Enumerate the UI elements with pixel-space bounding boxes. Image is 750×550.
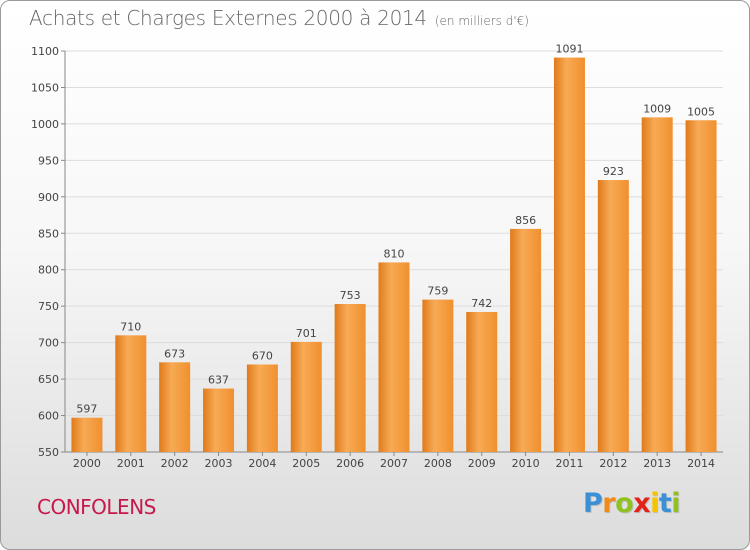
- x-tick-label-2014: 2014: [687, 457, 715, 470]
- bar-2005: [290, 341, 322, 452]
- x-tick-label-2011: 2011: [555, 457, 583, 470]
- data-label-2013: 1009: [643, 102, 671, 115]
- data-label-2001: 710: [120, 320, 141, 333]
- bar-2007: [378, 262, 410, 452]
- y-tick-label-850: 850: [38, 227, 59, 240]
- bar-2003: [203, 388, 235, 452]
- y-tick-label-1000: 1000: [31, 118, 59, 131]
- x-tick-label-2002: 2002: [161, 457, 189, 470]
- data-label-2011: 1091: [555, 43, 583, 56]
- x-tick-label-2009: 2009: [468, 457, 496, 470]
- y-tick-label-900: 900: [38, 191, 59, 204]
- y-tick-label-1100: 1100: [31, 45, 59, 58]
- bar-2000: [71, 417, 103, 452]
- y-tick-label-600: 600: [38, 410, 59, 423]
- data-label-2003: 637: [208, 374, 229, 387]
- x-tick-label-2008: 2008: [424, 457, 452, 470]
- x-tick-label-2000: 2000: [73, 457, 101, 470]
- data-label-2010: 856: [515, 214, 536, 227]
- data-label-2002: 673: [164, 347, 185, 360]
- logo-letter-2: o: [615, 488, 634, 519]
- logo-letter-4: i: [650, 488, 659, 519]
- bar-2002: [159, 362, 191, 452]
- data-label-2014: 1005: [687, 105, 715, 118]
- x-tick-label-2005: 2005: [292, 457, 320, 470]
- data-label-2005: 701: [296, 327, 317, 340]
- data-label-2009: 742: [471, 297, 492, 310]
- bar-2011: [553, 57, 585, 452]
- chart-subtitle: (en milliers d'€): [434, 14, 529, 28]
- logo-letter-0: P: [583, 488, 603, 519]
- proxiti-logo: Proxiti: [583, 488, 681, 519]
- bar-2006: [334, 303, 366, 452]
- data-label-2006: 753: [340, 289, 361, 302]
- logo-letter-5: t: [658, 488, 672, 519]
- bar-2012: [597, 180, 629, 453]
- x-tick-label-2006: 2006: [336, 457, 364, 470]
- y-tick-label-700: 700: [38, 337, 59, 350]
- y-tick-label-650: 650: [38, 373, 59, 386]
- commune-name: CONFOLENS: [37, 495, 156, 519]
- bar-2004: [246, 364, 278, 452]
- y-tick-label-1050: 1050: [31, 81, 59, 94]
- x-tick-label-2003: 2003: [205, 457, 233, 470]
- data-label-2008: 759: [427, 285, 448, 298]
- x-tick-label-2013: 2013: [643, 457, 671, 470]
- x-tick-label-2001: 2001: [117, 457, 145, 470]
- bar-2014: [685, 120, 717, 452]
- bar-2001: [115, 335, 147, 452]
- data-label-2012: 923: [603, 165, 624, 178]
- chart-title: Achats et Charges Externes 2000 à 2014 (e…: [29, 6, 529, 30]
- bar-2008: [422, 299, 454, 452]
- x-tick-label-2004: 2004: [248, 457, 276, 470]
- chart-title-text: Achats et Charges Externes 2000 à 2014: [29, 6, 427, 30]
- logo-letter-3: x: [633, 488, 651, 519]
- data-label-2004: 670: [252, 350, 273, 363]
- y-tick-label-950: 950: [38, 154, 59, 167]
- y-tick-label-750: 750: [38, 300, 59, 313]
- x-tick-label-2010: 2010: [512, 457, 540, 470]
- logo-letter-1: r: [602, 488, 616, 519]
- data-label-2007: 810: [384, 247, 405, 260]
- x-tick-label-2007: 2007: [380, 457, 408, 470]
- y-tick-label-550: 550: [38, 446, 59, 459]
- y-tick-label-800: 800: [38, 264, 59, 277]
- bar-2009: [466, 312, 498, 452]
- x-tick-label-2012: 2012: [599, 457, 627, 470]
- data-label-2000: 597: [76, 403, 97, 416]
- logo-letter-6: i: [671, 488, 681, 519]
- bar-2013: [641, 117, 673, 452]
- bar-2010: [510, 228, 542, 452]
